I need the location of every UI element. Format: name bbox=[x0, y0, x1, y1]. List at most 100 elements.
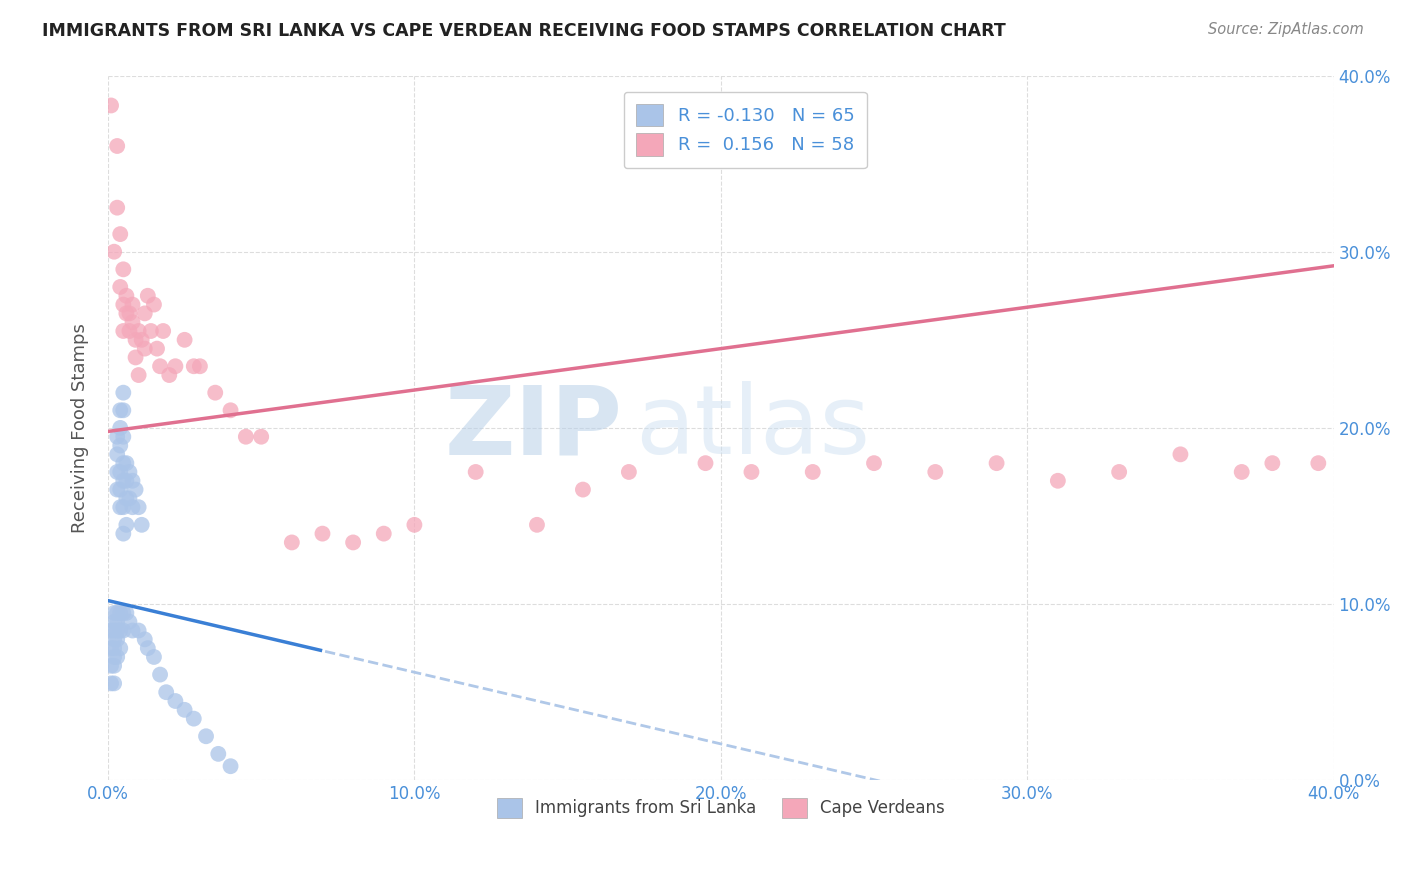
Point bbox=[100, 624, 122, 638]
Point bbox=[464, 465, 486, 479]
Point bbox=[115, 517, 138, 532]
Point bbox=[118, 615, 141, 629]
Point bbox=[165, 359, 187, 374]
Point bbox=[105, 139, 128, 153]
Point bbox=[100, 641, 122, 656]
Point bbox=[105, 465, 128, 479]
Point bbox=[118, 306, 141, 320]
Point bbox=[105, 447, 128, 461]
Point bbox=[112, 403, 135, 417]
Point bbox=[311, 526, 333, 541]
Point bbox=[105, 201, 128, 215]
Text: ZIP: ZIP bbox=[444, 382, 623, 475]
Point bbox=[118, 465, 141, 479]
Point bbox=[235, 430, 257, 444]
Point bbox=[105, 430, 128, 444]
Point bbox=[124, 333, 146, 347]
Point bbox=[105, 615, 128, 629]
Point bbox=[115, 306, 138, 320]
Point bbox=[801, 465, 824, 479]
Point bbox=[134, 632, 156, 647]
Point bbox=[112, 430, 135, 444]
Point bbox=[695, 456, 717, 470]
Legend: Immigrants from Sri Lanka, Cape Verdeans: Immigrants from Sri Lanka, Cape Verdeans bbox=[491, 791, 952, 825]
Point bbox=[146, 342, 169, 356]
Point bbox=[110, 465, 132, 479]
Point bbox=[103, 615, 125, 629]
Point bbox=[103, 244, 125, 259]
Point bbox=[342, 535, 364, 549]
Point bbox=[1108, 465, 1130, 479]
Point bbox=[183, 359, 205, 374]
Point bbox=[105, 606, 128, 620]
Point bbox=[924, 465, 946, 479]
Point bbox=[103, 641, 125, 656]
Point bbox=[105, 624, 128, 638]
Point bbox=[100, 676, 122, 690]
Point bbox=[152, 324, 174, 338]
Point bbox=[183, 712, 205, 726]
Point bbox=[136, 641, 159, 656]
Point bbox=[128, 624, 150, 638]
Y-axis label: Receiving Food Stamps: Receiving Food Stamps bbox=[72, 323, 89, 533]
Point bbox=[195, 729, 218, 743]
Point bbox=[1308, 456, 1330, 470]
Point bbox=[115, 491, 138, 506]
Point bbox=[149, 667, 172, 681]
Point bbox=[219, 759, 242, 773]
Point bbox=[115, 474, 138, 488]
Point bbox=[118, 491, 141, 506]
Point bbox=[134, 342, 156, 356]
Point bbox=[110, 641, 132, 656]
Point bbox=[110, 438, 132, 452]
Point bbox=[121, 297, 143, 311]
Point bbox=[110, 624, 132, 638]
Point bbox=[103, 676, 125, 690]
Point bbox=[157, 368, 180, 382]
Point bbox=[103, 606, 125, 620]
Point bbox=[188, 359, 211, 374]
Point bbox=[103, 632, 125, 647]
Text: atlas: atlas bbox=[636, 382, 870, 475]
Point bbox=[155, 685, 177, 699]
Point bbox=[121, 315, 143, 329]
Point bbox=[115, 456, 138, 470]
Point bbox=[103, 650, 125, 665]
Point bbox=[115, 289, 138, 303]
Point bbox=[110, 500, 132, 515]
Point bbox=[100, 658, 122, 673]
Point bbox=[112, 385, 135, 400]
Point bbox=[149, 359, 172, 374]
Point bbox=[373, 526, 395, 541]
Point bbox=[165, 694, 187, 708]
Point bbox=[112, 624, 135, 638]
Point bbox=[103, 624, 125, 638]
Point bbox=[136, 289, 159, 303]
Point bbox=[121, 624, 143, 638]
Point bbox=[526, 517, 548, 532]
Point bbox=[1046, 474, 1069, 488]
Point bbox=[110, 403, 132, 417]
Point bbox=[142, 650, 165, 665]
Point bbox=[1230, 465, 1253, 479]
Point bbox=[105, 632, 128, 647]
Point bbox=[112, 526, 135, 541]
Point bbox=[173, 333, 195, 347]
Point bbox=[131, 333, 153, 347]
Point bbox=[112, 500, 135, 515]
Point bbox=[1261, 456, 1284, 470]
Point bbox=[204, 385, 226, 400]
Point bbox=[131, 517, 153, 532]
Point bbox=[121, 474, 143, 488]
Point bbox=[617, 465, 640, 479]
Point bbox=[404, 517, 426, 532]
Point bbox=[118, 324, 141, 338]
Point bbox=[219, 403, 242, 417]
Point bbox=[173, 703, 195, 717]
Point bbox=[128, 368, 150, 382]
Text: IMMIGRANTS FROM SRI LANKA VS CAPE VERDEAN RECEIVING FOOD STAMPS CORRELATION CHAR: IMMIGRANTS FROM SRI LANKA VS CAPE VERDEA… bbox=[42, 22, 1005, 40]
Point bbox=[207, 747, 229, 761]
Point bbox=[1170, 447, 1192, 461]
Point bbox=[112, 262, 135, 277]
Point bbox=[139, 324, 162, 338]
